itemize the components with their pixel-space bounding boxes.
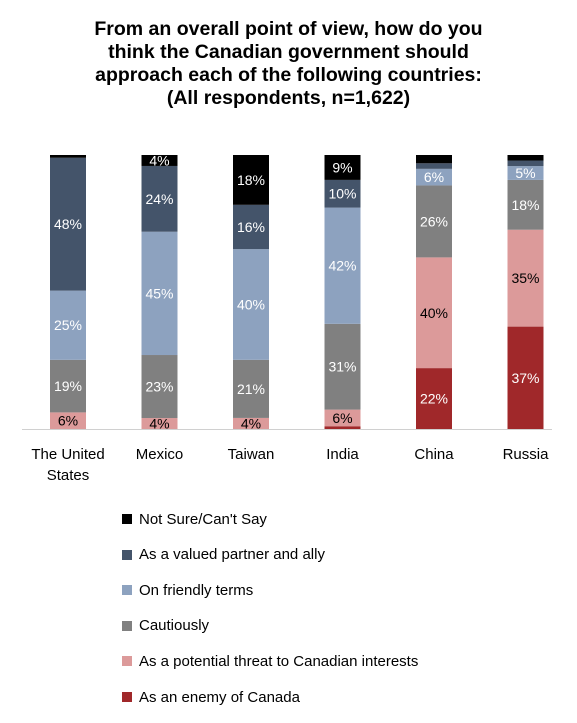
bar-segment xyxy=(416,368,452,429)
bar-segment xyxy=(416,163,452,169)
legend-swatch xyxy=(122,692,132,702)
chart-title-line: (All respondents, n=1,622) xyxy=(166,87,411,109)
data-label: 4% xyxy=(149,416,169,432)
legend-label: As a potential threat to Canadian intere… xyxy=(139,652,419,670)
legend-swatch xyxy=(122,585,132,596)
data-label: 42% xyxy=(328,258,356,274)
bar-segment xyxy=(507,160,544,167)
legend-swatch xyxy=(122,656,132,667)
bar-segment xyxy=(141,165,178,232)
bar-segment xyxy=(324,409,361,427)
category-label: States xyxy=(47,467,90,484)
legend-item: On friendly terms xyxy=(122,581,253,599)
category-label: Taiwan xyxy=(228,446,275,463)
data-label: 40% xyxy=(237,296,265,312)
category-label: Russia xyxy=(503,446,550,463)
bar-segment xyxy=(50,412,86,429)
data-label: 6% xyxy=(424,169,444,185)
bar-segment xyxy=(507,326,544,429)
legend-item: As an enemy of Canada xyxy=(122,688,300,706)
data-label: 24% xyxy=(145,191,173,207)
data-label: 4% xyxy=(149,152,169,168)
data-label: 26% xyxy=(420,213,448,229)
data-label: 10% xyxy=(328,186,356,202)
data-label: 25% xyxy=(54,317,82,333)
bar-segment xyxy=(141,418,178,429)
legend-label: As a valued partner and ally xyxy=(139,546,325,564)
category-label: China xyxy=(414,446,454,463)
bar-segment xyxy=(507,229,544,327)
chart-title-line: approach each of the following countries… xyxy=(95,64,482,86)
bar-segment xyxy=(50,157,86,291)
bar-segment xyxy=(233,359,269,418)
data-label: 18% xyxy=(237,172,265,188)
legend-item: Cautiously xyxy=(122,617,209,635)
data-label: 22% xyxy=(420,391,448,407)
chart-title: From an overall point of view, how do yo… xyxy=(20,18,557,110)
bar-segment xyxy=(50,359,86,413)
data-label: 6% xyxy=(332,410,352,426)
bar-segment xyxy=(324,179,361,208)
data-label: 19% xyxy=(54,378,82,394)
bar-segment xyxy=(233,417,269,429)
bar-segment xyxy=(324,155,361,180)
data-label: 35% xyxy=(511,270,539,286)
data-label: 37% xyxy=(511,370,539,386)
data-label: 21% xyxy=(237,381,265,397)
legend-swatch xyxy=(122,549,132,560)
category-label: Mexico xyxy=(136,446,184,463)
legend-label: On friendly terms xyxy=(139,581,254,599)
chart-title-line: From an overall point of view, how do yo… xyxy=(94,18,483,40)
legend-label: Cautiously xyxy=(139,617,210,635)
bar-segment xyxy=(507,155,544,161)
data-label: 45% xyxy=(145,285,173,301)
category-label: The United xyxy=(31,446,104,463)
data-label: 48% xyxy=(54,216,82,232)
legend-label: Not Sure/Can't Say xyxy=(139,510,267,528)
data-label: 4% xyxy=(241,415,261,431)
data-label: 18% xyxy=(511,197,539,213)
chart-title-line: think the Canadian government should xyxy=(108,41,469,63)
data-label: 31% xyxy=(328,359,356,375)
legend-item: As a potential threat to Canadian intere… xyxy=(122,652,418,670)
category-label: India xyxy=(326,446,359,463)
bar-segment xyxy=(324,323,361,410)
bar-segment xyxy=(141,155,178,166)
data-label: 9% xyxy=(332,159,352,175)
bar-segment xyxy=(324,426,361,429)
bar-segment xyxy=(50,290,86,360)
bar-segment xyxy=(233,155,269,205)
bar-segment xyxy=(141,355,178,419)
data-label: 5% xyxy=(515,165,535,181)
bar-segment xyxy=(416,155,452,164)
legend-swatch xyxy=(122,620,132,631)
legend-item: As a valued partner and ally xyxy=(122,546,325,564)
bar-segment xyxy=(233,204,269,250)
bar-segment xyxy=(416,257,452,369)
legend-item: Not Sure/Can't Say xyxy=(122,510,267,528)
bar-segment xyxy=(507,179,544,230)
bar-segment xyxy=(233,249,269,360)
bar-segment xyxy=(507,166,544,180)
bar-segment xyxy=(141,231,178,356)
legend-swatch xyxy=(122,514,132,524)
bar-segment xyxy=(416,185,452,258)
data-label: 6% xyxy=(58,413,78,429)
bar-segment xyxy=(324,207,361,324)
data-label: 23% xyxy=(145,379,173,395)
bar-segment xyxy=(416,168,452,186)
data-label: 16% xyxy=(237,219,265,235)
data-label: 40% xyxy=(420,305,448,321)
legend-label: As an enemy of Canada xyxy=(139,688,300,706)
bar-segment xyxy=(50,155,86,158)
